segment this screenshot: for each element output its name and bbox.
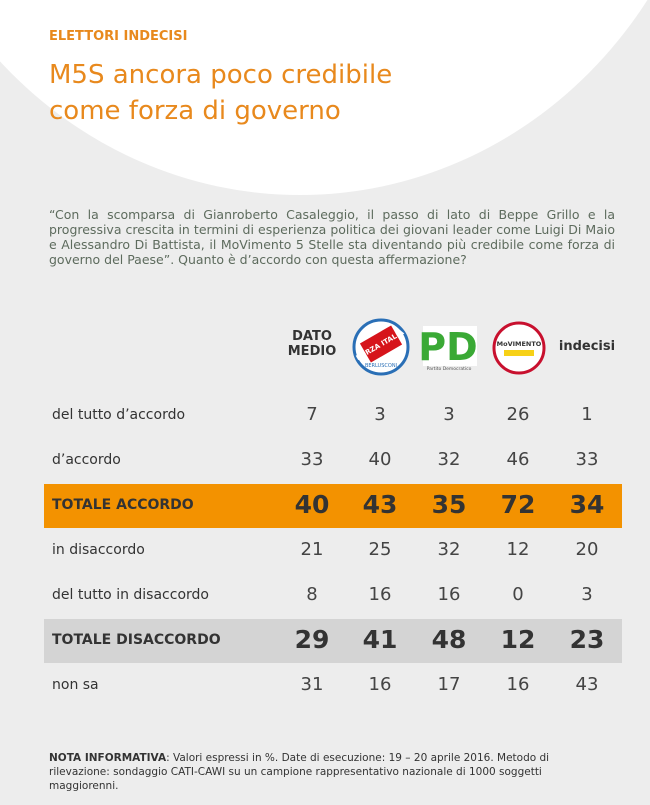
cell-value: 12 xyxy=(500,625,536,654)
row-label: TOTALE DISACCORDO xyxy=(52,632,221,648)
cell-value: 34 xyxy=(569,490,605,519)
cell-value: 48 xyxy=(431,625,467,654)
cell-value: 29 xyxy=(294,625,330,654)
column-header: indecisi xyxy=(558,339,616,354)
row-label: d’accordo xyxy=(52,452,121,468)
column-header: DATO MEDIO xyxy=(287,329,337,359)
cell-value: 35 xyxy=(431,490,467,519)
cell-value: 20 xyxy=(575,539,599,560)
row-label: del tutto d’accordo xyxy=(52,407,186,423)
cell-value: 41 xyxy=(362,625,398,654)
fi-logo: FORZA ITALIA BERLUSCONI xyxy=(352,318,410,376)
gray-band xyxy=(44,619,622,663)
cell-value: 8 xyxy=(306,584,318,605)
note-lead: NOTA INFORMATIVA xyxy=(49,752,167,764)
orange-band xyxy=(44,484,622,528)
cell-value: 40 xyxy=(294,490,330,519)
cell-value: 7 xyxy=(306,404,318,425)
title-line: come forza di governo xyxy=(49,96,341,126)
cell-value: 16 xyxy=(506,674,530,695)
logo-text: Partito Democratico xyxy=(427,366,472,372)
note-text: : Valori espressi in %. Date di esecuzio… xyxy=(49,752,550,792)
cell-value: 32 xyxy=(437,539,461,560)
logo-text: PD xyxy=(418,325,477,369)
title-line: M5S ancora poco credibile xyxy=(49,60,393,90)
cell-value: 16 xyxy=(368,674,392,695)
row-label: del tutto in disaccordo xyxy=(52,587,209,603)
cell-value: 1 xyxy=(581,404,593,425)
row-label: non sa xyxy=(52,677,99,693)
cell-value: 3 xyxy=(581,584,593,605)
cell-value: 16 xyxy=(368,584,392,605)
cell-value: 40 xyxy=(368,449,392,470)
row-label: in disaccordo xyxy=(52,542,145,558)
kicker: ELETTORI INDECISI xyxy=(49,29,188,44)
m5s-logo: MoVIMENTO xyxy=(492,321,546,375)
cell-value: 21 xyxy=(300,539,324,560)
logo-text: MoVIMENTO xyxy=(497,340,542,348)
cell-value: 16 xyxy=(437,584,461,605)
cell-value: 3 xyxy=(443,404,455,425)
question: “Con la scomparsa di Gianroberto Casaleg… xyxy=(49,207,615,267)
logo-text: BERLUSCONI xyxy=(365,363,397,369)
cell-value: 33 xyxy=(300,449,324,470)
cell-value: 3 xyxy=(374,404,386,425)
row-label: TOTALE ACCORDO xyxy=(52,497,194,513)
note: NOTA INFORMATIVA: Valori espressi in %. … xyxy=(49,751,609,793)
cell-value: 43 xyxy=(575,674,599,695)
cell-value: 26 xyxy=(506,404,530,425)
cell-value: 43 xyxy=(362,490,398,519)
cell-value: 46 xyxy=(506,449,530,470)
cell-value: 72 xyxy=(500,490,536,519)
cell-value: 33 xyxy=(575,449,599,470)
cell-value: 32 xyxy=(437,449,461,470)
pd-logo: PD Partito Democratico xyxy=(418,325,477,372)
cell-value: 23 xyxy=(569,625,605,654)
cell-value: 17 xyxy=(437,674,461,695)
cell-value: 12 xyxy=(506,539,530,560)
cell-value: 0 xyxy=(512,584,524,605)
cell-value: 31 xyxy=(300,674,324,695)
cell-value: 25 xyxy=(368,539,392,560)
